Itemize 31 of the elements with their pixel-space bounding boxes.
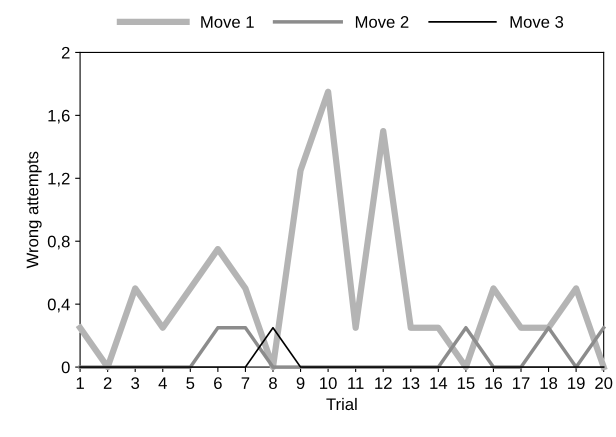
x-tick-label: 5	[186, 377, 194, 390]
legend-label: Move 3	[510, 16, 564, 28]
y-tick-label: 0,8	[48, 236, 70, 250]
x-tick-label: 18	[540, 377, 558, 390]
y-tick-label: 1,6	[48, 110, 70, 124]
x-tick-label: 16	[485, 377, 502, 390]
x-tick-label: 9	[296, 377, 304, 390]
legend-label: Move 1	[201, 16, 254, 28]
x-tick-label: 6	[214, 377, 222, 390]
x-tick-label: 15	[458, 377, 474, 390]
x-tick-label: 14	[430, 377, 448, 389]
x-tick-label: 3	[131, 377, 140, 390]
x-tick-label: 20	[595, 377, 612, 390]
x-tick-label: 17	[513, 377, 530, 389]
y-tick-label: 0,4	[48, 298, 70, 312]
legend-label: Move 2	[356, 16, 408, 28]
x-tick-label: 2	[104, 377, 112, 389]
x-tick-label: 11	[348, 377, 364, 389]
y-axis-title: Wrong attempts	[26, 152, 42, 268]
x-tick-label: 1	[76, 377, 84, 389]
x-tick-label: 10	[320, 377, 337, 390]
x-tick-label: 13	[402, 377, 420, 390]
x-tick-label: 4	[158, 377, 167, 389]
y-tick-label: 2	[62, 46, 70, 58]
y-tick-label: 1,2	[48, 172, 70, 186]
x-tick-label: 12	[375, 377, 392, 389]
x-tick-label: 8	[269, 377, 277, 390]
y-tick-label: 0	[62, 361, 70, 374]
x-tick-label: 19	[568, 377, 585, 390]
x-tick-label: 7	[242, 377, 250, 389]
x-axis-title: Trial	[326, 398, 357, 410]
